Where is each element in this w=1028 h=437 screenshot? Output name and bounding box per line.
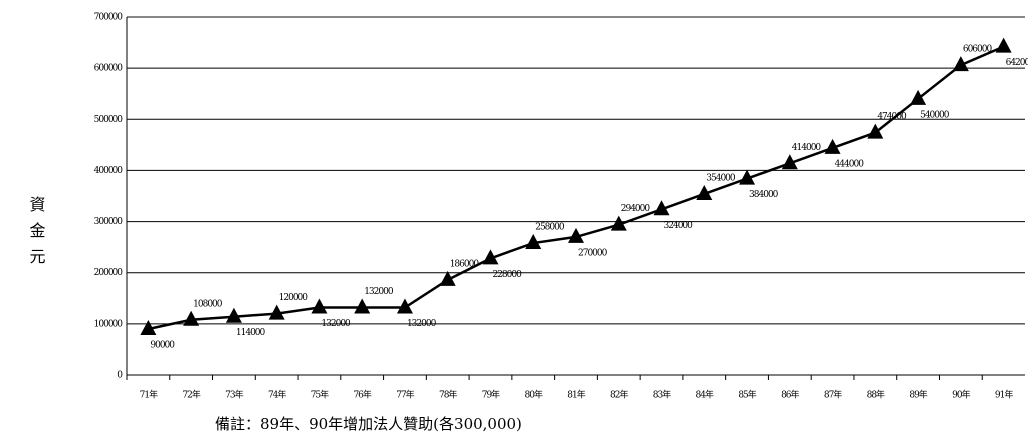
data-label: 108000 <box>193 299 223 309</box>
x-tick-label: 71年 <box>140 389 158 401</box>
marker <box>781 154 798 170</box>
x-tick-label: 83年 <box>653 389 671 401</box>
x-tick-label: 74年 <box>268 389 286 401</box>
x-tick-label: 91年 <box>995 389 1013 401</box>
marker <box>696 184 713 200</box>
x-tick-label: 75年 <box>311 389 329 401</box>
marker <box>525 234 542 250</box>
x-tick-label: 77年 <box>396 389 414 401</box>
y-tick-label: 0 <box>117 371 123 381</box>
x-tick-label: 80年 <box>525 389 543 401</box>
marker <box>739 169 756 185</box>
marker <box>910 89 927 105</box>
x-tick-label: 89年 <box>909 389 927 401</box>
marker <box>610 215 627 231</box>
data-label: 324000 <box>664 221 694 231</box>
y-axis-label: 資金元 <box>27 196 46 274</box>
data-label: 414000 <box>792 143 822 153</box>
data-label: 132000 <box>407 319 437 329</box>
y-tick-label: 200000 <box>94 268 124 278</box>
y-tick-label: 300000 <box>94 217 124 227</box>
marker <box>183 310 200 326</box>
x-tick-label: 90年 <box>952 389 970 401</box>
data-label: 642000 <box>1006 58 1028 68</box>
x-tick-label: 86年 <box>781 389 799 401</box>
marker <box>482 249 499 265</box>
marker <box>225 307 242 323</box>
data-label: 606000 <box>963 45 993 55</box>
note: 備註：89年、90年增加法人贊助(各300,000) <box>215 415 522 433</box>
marker <box>354 298 371 314</box>
data-label: 294000 <box>621 204 651 214</box>
marker <box>824 138 841 154</box>
marker <box>952 56 969 72</box>
y-tick-label: 400000 <box>94 166 124 176</box>
data-label: 132000 <box>364 287 394 297</box>
x-tick-label: 87年 <box>824 389 842 401</box>
data-label: 354000 <box>706 173 736 183</box>
marker <box>867 123 884 139</box>
marker <box>268 304 285 320</box>
x-tick-label: 78年 <box>439 389 457 401</box>
marker <box>995 37 1012 53</box>
data-label: 90000 <box>150 340 175 350</box>
data-label: 474000 <box>877 112 907 122</box>
x-tick-label: 72年 <box>182 389 200 401</box>
marker <box>653 200 670 216</box>
x-tick-label: 76年 <box>353 389 371 401</box>
x-tick-label: 82年 <box>610 389 628 401</box>
data-label: 270000 <box>578 248 608 258</box>
y-tick-label: 600000 <box>94 64 124 74</box>
data-label: 114000 <box>236 328 266 338</box>
data-label: 258000 <box>535 223 565 233</box>
data-label: 132000 <box>321 319 351 329</box>
x-tick-label: 84年 <box>696 389 714 401</box>
marker <box>439 270 456 286</box>
y-tick-label: 500000 <box>94 115 124 125</box>
x-tick-label: 73年 <box>225 389 243 401</box>
marker <box>140 319 157 335</box>
data-label: 444000 <box>835 159 865 169</box>
marker <box>396 298 413 314</box>
marker <box>568 227 584 243</box>
data-label: 186000 <box>450 259 480 269</box>
y-tick-label: 100000 <box>94 319 124 329</box>
x-tick-label: 79年 <box>482 389 500 401</box>
data-label: 120000 <box>279 293 309 303</box>
data-label: 228000 <box>492 270 522 280</box>
data-label: 540000 <box>920 110 950 120</box>
y-tick-label: 700000 <box>94 13 124 23</box>
line <box>148 45 1005 331</box>
data-label: 384000 <box>749 190 779 200</box>
x-tick-label: 88年 <box>867 389 885 401</box>
x-tick-label: 85年 <box>738 389 756 401</box>
x-tick-label: 81年 <box>567 389 585 401</box>
marker <box>311 298 328 314</box>
